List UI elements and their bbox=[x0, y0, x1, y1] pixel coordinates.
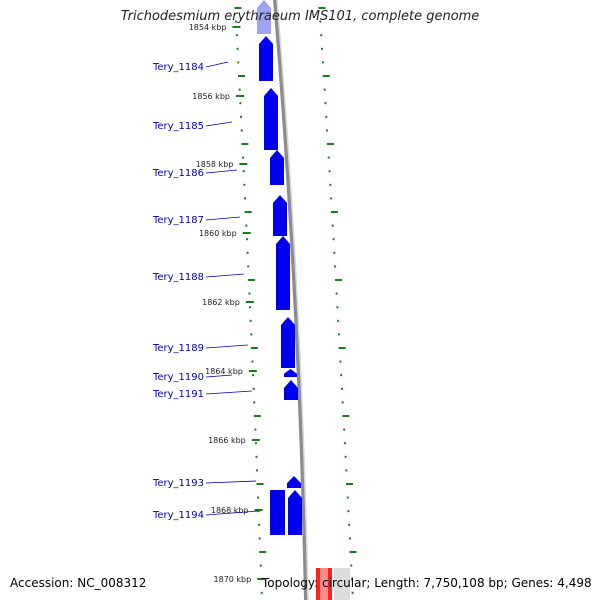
scale-ticks-inner bbox=[234, 7, 267, 594]
gene-label[interactable]: Tery_1185 bbox=[152, 121, 204, 132]
kbp-label: 1868 kbp bbox=[211, 506, 249, 515]
gene-label[interactable]: Tery_1191 bbox=[152, 389, 204, 400]
gene-label-leader bbox=[205, 169, 238, 174]
genome-title: Trichodesmium erythraeum IMS101, complet… bbox=[120, 9, 480, 24]
gene-arrow[interactable] bbox=[276, 236, 290, 310]
topology-text: Topology: circular; Length: 7,750,108 bp… bbox=[262, 576, 592, 590]
gene-arrow[interactable] bbox=[264, 88, 278, 150]
gene-label-leader bbox=[205, 510, 259, 516]
gene-arrow[interactable] bbox=[270, 150, 284, 185]
gene-label-leader bbox=[205, 273, 245, 278]
gene-label[interactable]: Tery_1189 bbox=[152, 343, 204, 354]
gene-label[interactable]: Tery_1188 bbox=[152, 272, 204, 283]
gene-label-leader bbox=[205, 390, 253, 395]
gene-label[interactable]: Tery_1184 bbox=[152, 62, 204, 73]
gene-label[interactable]: Tery_1186 bbox=[152, 168, 204, 179]
gene-arrow[interactable] bbox=[288, 490, 302, 535]
gene-arrow[interactable] bbox=[284, 369, 297, 377]
gene-label-leader bbox=[205, 480, 257, 484]
selection-marker[interactable] bbox=[316, 568, 350, 600]
gene-label[interactable]: Tery_1193 bbox=[152, 478, 204, 489]
gene-label-leader bbox=[205, 344, 249, 349]
kbp-label: 1858 kbp bbox=[196, 160, 234, 169]
gene-arrow[interactable] bbox=[281, 317, 295, 368]
kbp-scale-labels: 1854 kbp 1856 kbp 1858 kbp 1860 kbp 1862 kbp… bbox=[189, 23, 266, 584]
scale-ticks-outer bbox=[318, 7, 357, 594]
gene-label-leader bbox=[205, 216, 241, 221]
gene-label-leader bbox=[205, 61, 229, 68]
gene-label-leader bbox=[205, 374, 233, 378]
gene-label-leader bbox=[205, 121, 233, 127]
kbp-label: 1866 kbp bbox=[208, 436, 246, 445]
gene-label[interactable]: Tery_1190 bbox=[152, 372, 204, 383]
gene-label[interactable]: Tery_1187 bbox=[152, 215, 204, 226]
gene-arrow[interactable] bbox=[270, 490, 285, 535]
gene-arrow[interactable] bbox=[287, 476, 301, 488]
genome-backbone bbox=[273, 0, 308, 600]
gene-arrow[interactable] bbox=[257, 0, 271, 34]
kbp-label: 1862 kbp bbox=[202, 298, 240, 307]
kbp-label: 1854 kbp bbox=[189, 23, 227, 32]
kbp-label: 1856 kbp bbox=[192, 92, 230, 101]
kbp-label: 1864 kbp bbox=[205, 367, 243, 376]
gene-arrow[interactable] bbox=[284, 380, 298, 400]
gene-arrow[interactable] bbox=[259, 36, 273, 81]
kbp-label: 1870 kbp bbox=[214, 575, 252, 584]
genome-backbone-highlight bbox=[276, 0, 309, 600]
accession-text: Accession: NC_008312 bbox=[10, 576, 147, 590]
gene-arrow[interactable] bbox=[273, 195, 287, 236]
gene-labels: Tery_1184 Tery_1185 Tery_1186 Tery_1187 Tery… bbox=[152, 61, 259, 521]
kbp-label: 1860 kbp bbox=[199, 229, 237, 238]
gene-features bbox=[257, 0, 302, 535]
gene-label[interactable]: Tery_1194 bbox=[152, 510, 204, 521]
